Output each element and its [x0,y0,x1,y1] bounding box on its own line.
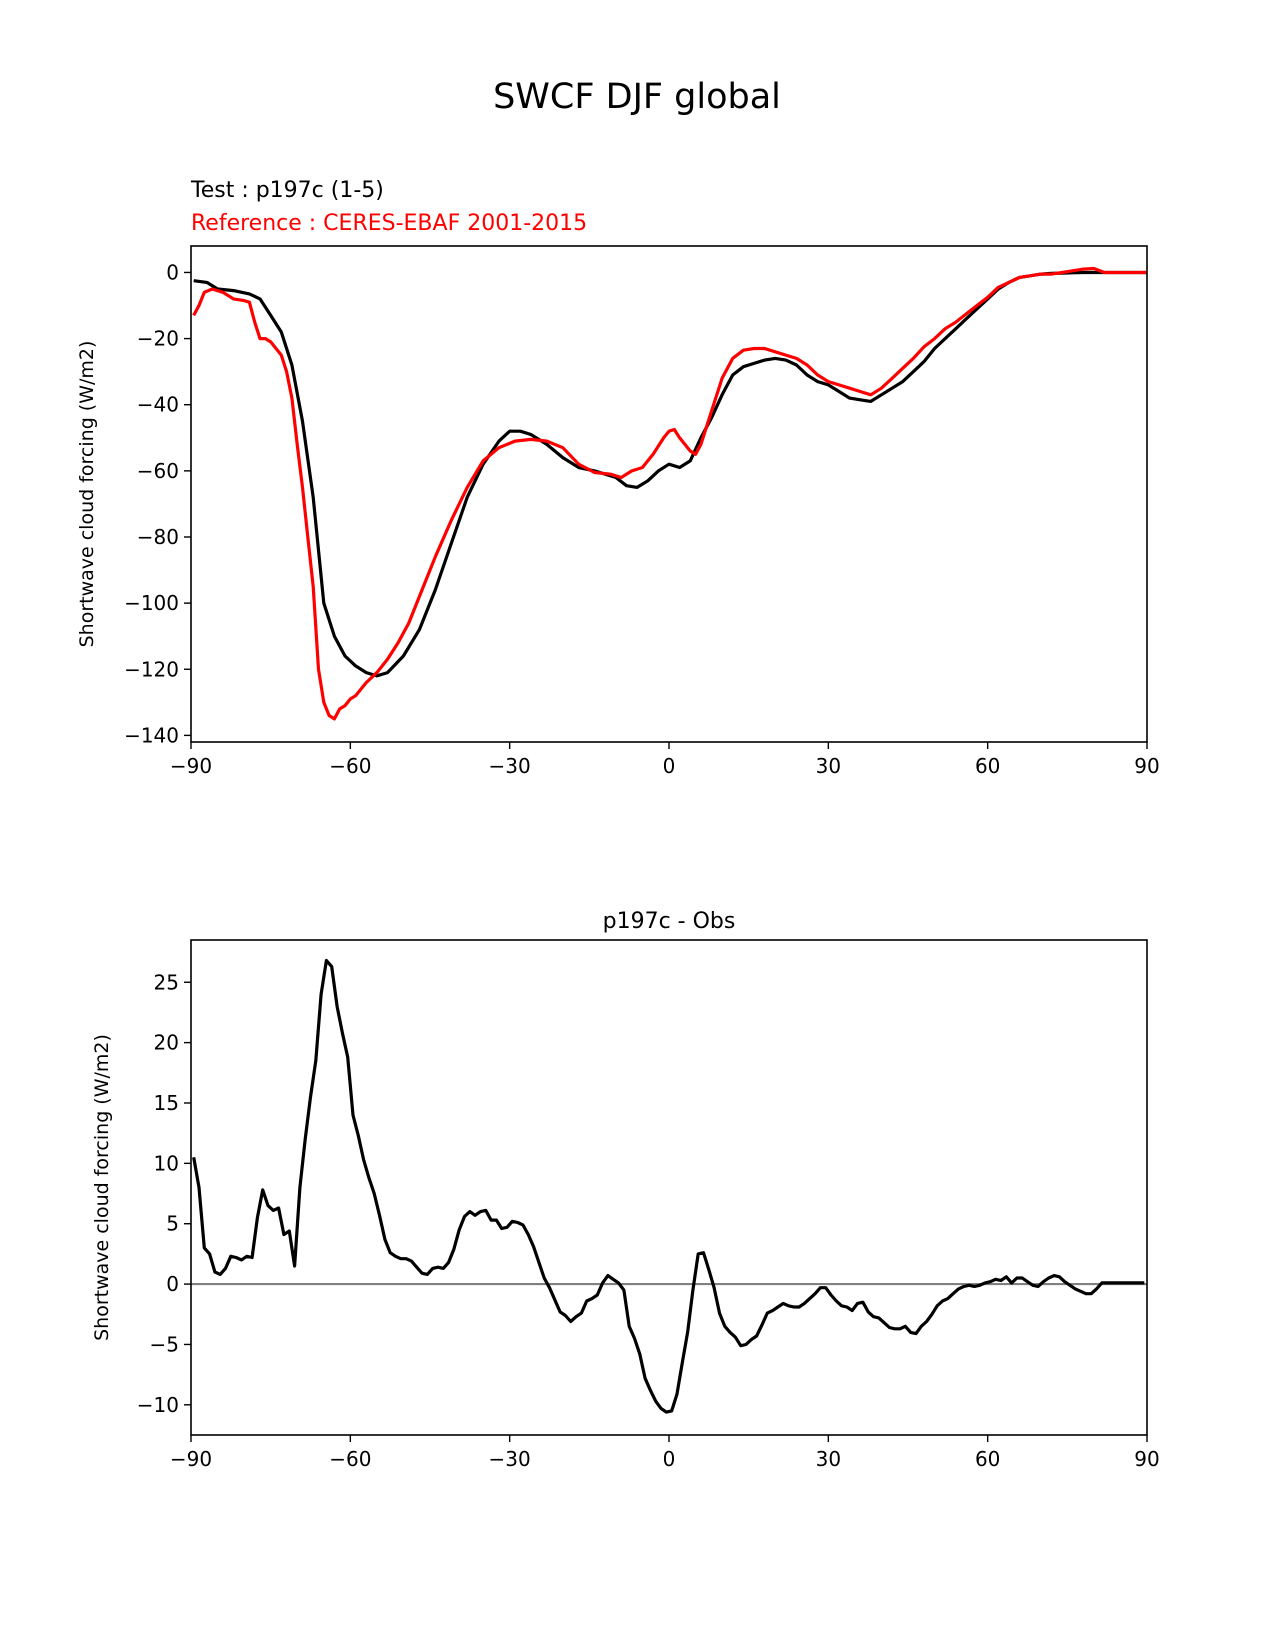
top-y-tick-label: −40 [137,393,179,417]
bottom-x-tick-label: 0 [663,1447,676,1471]
top-y-tick-label: −20 [137,327,179,351]
top-y-ticks: 0 −20 −40 −60 −80 −100 −120 −140 [124,260,191,747]
bottom-y-axis-label: Shortwave cloud forcing (W/m2) [91,1034,113,1341]
top-x-ticks: −90 −60 −30 0 30 60 90 [170,742,1160,778]
top-panel: −90 −60 −30 0 30 60 90 0 −20 −40 −60 −80 −100 −120 −1… [76,245,1160,778]
top-x-tick-label: 0 [663,754,676,778]
bottom-x-tick-label: 90 [1134,1447,1159,1471]
reference-label: Reference : CERES-EBAF 2001-2015 [191,211,587,236]
bottom-x-tick-label: 30 [816,1447,841,1471]
bottom-x-ticks: −90 −60 −30 0 30 60 90 [170,1435,1160,1471]
figure-title: SWCF DJF global [493,77,781,117]
bottom-y-tick-label: 20 [154,1031,179,1055]
bottom-y-tick-label: 0 [166,1272,179,1296]
top-x-tick-label: −60 [329,754,371,778]
top-y-tick-label: −120 [124,657,179,681]
top-x-tick-label: 60 [975,754,1000,778]
bottom-x-tick-label: 60 [975,1447,1000,1471]
test-label: Test : p197c (1-5) [190,178,384,203]
top-y-axis-label: Shortwave cloud forcing (W/m2) [76,341,98,648]
bottom-x-tick-label: −90 [170,1447,212,1471]
top-y-tick-label: −100 [124,591,179,615]
bottom-x-tick-label: −60 [329,1447,371,1471]
bottom-y-tick-label: −10 [137,1393,179,1417]
bottom-y-ticks: 25 20 15 10 5 0 −5 −10 [137,970,191,1417]
bottom-y-tick-label: −5 [150,1332,179,1356]
top-y-tick-label: −60 [137,459,179,483]
bottom-panel: p197c - Obs −90 −60 −30 0 30 60 90 2520151050−… [91,909,1160,1471]
bottom-y-tick-label: 10 [154,1151,179,1175]
bottom-panel-title: p197c - Obs [603,909,736,934]
top-series-line-1 [192,266,1147,721]
bottom-y-tick-label: 25 [154,970,179,994]
top-y-tick-label: 0 [166,260,179,284]
top-y-tick-label: −80 [137,525,179,549]
top-x-tick-label: −30 [489,754,531,778]
top-series-group [192,266,1147,721]
bottom-series-group [192,958,1145,1414]
top-x-tick-label: −90 [170,754,212,778]
bottom-x-tick-label: −30 [489,1447,531,1471]
bottom-y-tick-label: 5 [166,1212,179,1236]
top-x-tick-label: 30 [816,754,841,778]
top-y-tick-label: −140 [124,723,179,747]
bottom-y-tick-label: 15 [154,1091,179,1115]
bottom-series-line-0 [192,958,1145,1414]
top-x-tick-label: 90 [1134,754,1159,778]
